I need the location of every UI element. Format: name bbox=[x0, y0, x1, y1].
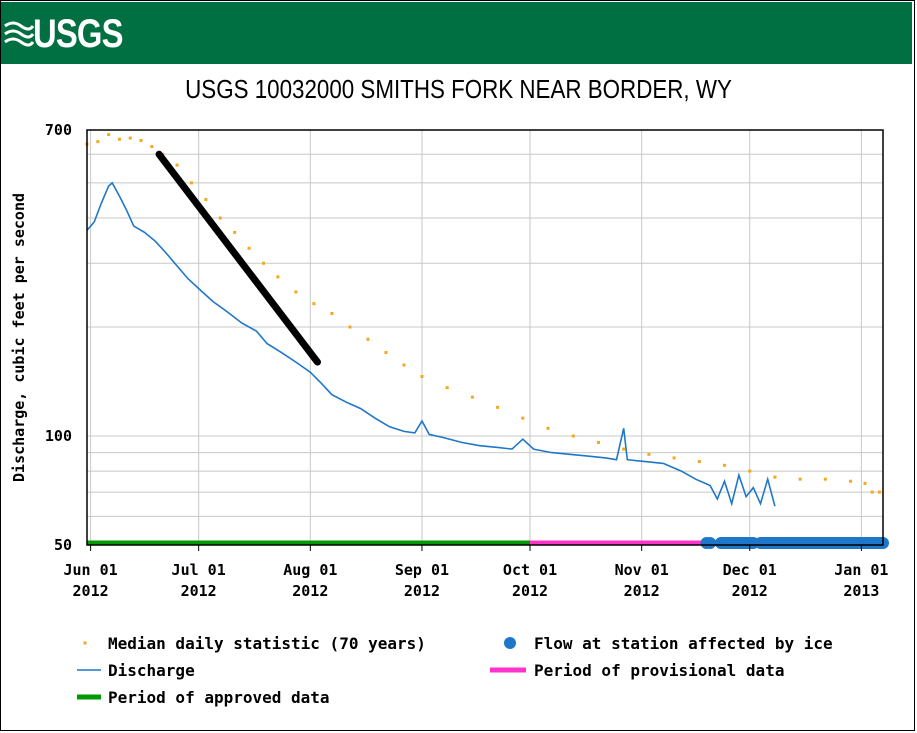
median-point bbox=[798, 477, 802, 481]
median-point bbox=[723, 463, 727, 467]
median-point bbox=[204, 197, 208, 201]
median-point bbox=[139, 138, 143, 142]
x-tick-label: Aug 01 bbox=[283, 561, 337, 579]
ice-marker bbox=[704, 537, 717, 549]
median-point bbox=[647, 452, 651, 456]
x-tick-year-label: 2012 bbox=[512, 582, 548, 600]
median-point bbox=[445, 386, 449, 390]
median-point bbox=[247, 246, 251, 250]
y-tick-label: 700 bbox=[45, 121, 72, 139]
median-point bbox=[470, 395, 474, 399]
usgs-logo[interactable]: USGS bbox=[3, 8, 143, 58]
median-point bbox=[384, 351, 388, 355]
median-point bbox=[863, 481, 867, 485]
median-point bbox=[348, 325, 352, 329]
x-tick-label: Nov 01 bbox=[615, 561, 669, 579]
chart-title: USGS 10032000 SMITHS FORK NEAR BORDER, W… bbox=[185, 74, 732, 104]
median-point bbox=[218, 216, 222, 220]
x-tick-label: Sep 01 bbox=[395, 561, 449, 579]
median-point bbox=[294, 290, 298, 294]
median-point bbox=[107, 133, 111, 137]
y-axis-label: Discharge, cubic feet per second bbox=[10, 193, 28, 482]
x-tick-year-label: 2013 bbox=[843, 582, 879, 600]
discharge-line bbox=[86, 181, 776, 507]
median-point bbox=[276, 275, 280, 279]
legend-ice-symbol bbox=[504, 637, 516, 649]
y-tick-label: 50 bbox=[54, 536, 72, 554]
legend-label: Period of provisional data bbox=[534, 661, 784, 680]
x-tick-year-label: 2012 bbox=[624, 582, 660, 600]
median-point bbox=[596, 440, 600, 444]
median-point bbox=[128, 136, 132, 140]
median-point bbox=[622, 447, 626, 451]
x-tick-label: Jun 01 bbox=[64, 561, 118, 579]
plot-border bbox=[86, 129, 884, 546]
median-point bbox=[773, 475, 777, 479]
median-point bbox=[261, 261, 265, 265]
x-tick-year-label: 2012 bbox=[732, 582, 768, 600]
x-tick-label: Oct 01 bbox=[503, 561, 557, 579]
median-point bbox=[175, 163, 179, 167]
median-point bbox=[672, 456, 676, 460]
median-point bbox=[823, 477, 827, 481]
legend-label: Period of approved data bbox=[108, 688, 330, 707]
median-point bbox=[366, 337, 370, 341]
usgs-waves-icon bbox=[4, 21, 35, 47]
usgs-header-banner: USGS bbox=[1, 2, 912, 64]
plot-area bbox=[87, 130, 883, 545]
median-point bbox=[330, 311, 334, 315]
x-tick-year-label: 2012 bbox=[292, 582, 328, 600]
x-tick-label: Jan 01 bbox=[834, 561, 888, 579]
median-point bbox=[96, 140, 100, 144]
median-point bbox=[748, 469, 752, 473]
median-point bbox=[697, 460, 701, 464]
x-tick-year-label: 2012 bbox=[73, 582, 109, 600]
median-point bbox=[312, 302, 316, 306]
median-point bbox=[402, 363, 406, 367]
legend-label: Median daily statistic (70 years) bbox=[108, 634, 426, 653]
median-point bbox=[521, 416, 525, 420]
median-point bbox=[189, 181, 193, 185]
legend-label: Flow at station affected by ice bbox=[534, 634, 833, 653]
median-point bbox=[150, 145, 154, 149]
median-point bbox=[870, 490, 874, 494]
median-point bbox=[877, 490, 881, 494]
x-tick-label: Dec 01 bbox=[723, 561, 777, 579]
median-point bbox=[233, 230, 237, 234]
median-point bbox=[546, 426, 550, 430]
x-tick-label: Jul 01 bbox=[172, 561, 226, 579]
y-tick-label: 100 bbox=[45, 427, 72, 445]
median-point bbox=[496, 405, 500, 409]
median-point bbox=[571, 434, 575, 438]
median-point bbox=[420, 374, 424, 378]
median-point bbox=[117, 137, 121, 141]
legend-label: Discharge bbox=[108, 661, 195, 680]
legend-median-symbol bbox=[83, 641, 87, 645]
x-tick-year-label: 2012 bbox=[404, 582, 440, 600]
usgs-logo-text: USGS bbox=[33, 12, 123, 56]
annotation-line bbox=[155, 150, 322, 366]
x-tick-year-label: 2012 bbox=[181, 582, 217, 600]
median-point bbox=[849, 479, 853, 483]
